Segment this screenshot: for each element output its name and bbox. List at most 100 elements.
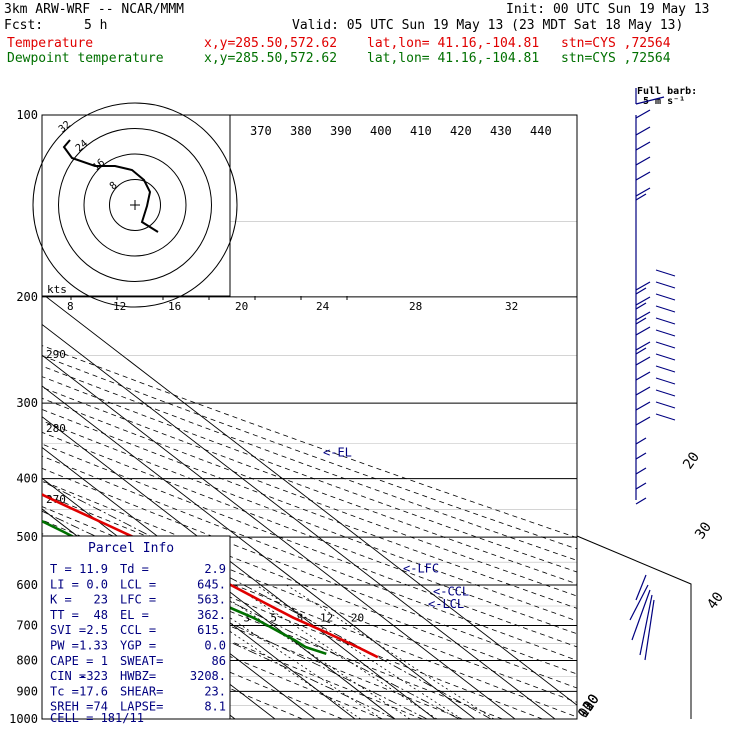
wind-barb xyxy=(655,281,676,289)
parcel-info-value: 3208. xyxy=(190,669,226,683)
dry-adiabat-line xyxy=(42,376,577,573)
wind-barb xyxy=(635,467,647,475)
init-time: Init: 00 UTC Sun 19 May 13 xyxy=(506,2,710,17)
parcel-info-value: 1.33 xyxy=(79,639,108,653)
parcel-info-key: CAPE = xyxy=(50,654,93,668)
parcel-info-value: 645. xyxy=(197,577,226,591)
wind-barb xyxy=(629,584,649,621)
wind-barb xyxy=(644,599,655,661)
mixing-ratio-label: 5 xyxy=(270,611,277,624)
isotherm-line xyxy=(42,354,516,719)
parcel-info-value: 86 xyxy=(212,654,226,668)
dry-adiabat-line xyxy=(42,591,343,719)
parcel-info-value: 362. xyxy=(197,608,226,622)
theta-label-left: 290 xyxy=(46,348,66,361)
forecast-label: Fcst: xyxy=(4,18,44,33)
theta-label-top: 410 xyxy=(410,124,432,138)
parcel-info-key: SHEAR= xyxy=(120,684,163,698)
dry-adiabat-line xyxy=(42,443,577,648)
hodograph-axis-label: kts xyxy=(47,283,67,296)
theta-label-top: 400 xyxy=(370,124,392,138)
wind-barb xyxy=(655,365,676,373)
isotherm-line xyxy=(42,385,476,719)
wind-barb xyxy=(655,293,676,301)
parcel-info-key: SVI = xyxy=(50,623,86,637)
temperature-legend: Temperature xyxy=(7,36,94,51)
parcel-info-key: TT = xyxy=(50,608,79,622)
parcel-info-key: K = xyxy=(50,593,72,607)
parcel-info-key: EL = xyxy=(120,608,149,622)
parcel-info-value: 11.9 xyxy=(79,562,108,576)
parcel-info-key: LCL = xyxy=(120,577,156,591)
parcel-info-key: HWBZ= xyxy=(120,669,156,683)
parcel-info-value: 48 xyxy=(94,608,108,622)
wind-barb xyxy=(635,371,651,381)
speed-tick-label: 8 xyxy=(67,300,74,313)
parcel-info-key: Td = xyxy=(120,562,149,576)
lower-frame-line xyxy=(576,535,692,719)
wind-barb xyxy=(635,482,647,490)
wind-barb xyxy=(635,281,651,291)
dry-adiabat-line xyxy=(42,533,503,719)
speed-tick-label: 16 xyxy=(168,300,181,313)
wind-barb xyxy=(635,574,647,601)
pressure-tick-label: 500 xyxy=(16,530,38,544)
wind-barb xyxy=(635,341,651,351)
theta-label-top: 430 xyxy=(490,124,512,138)
parcel-info-value: 1 xyxy=(101,654,108,668)
pressure-tick-label: 400 xyxy=(16,472,38,486)
parcel-level-annotation: <-EL xyxy=(323,445,352,459)
parcel-info-value: 23. xyxy=(204,684,226,698)
wind-barb xyxy=(635,356,651,366)
parcel-level-annotation: <-CCL xyxy=(433,584,469,598)
parcel-info-key: PW = xyxy=(50,639,79,653)
dry-adiabat-line xyxy=(42,576,383,719)
dry-adiabat-line xyxy=(42,519,543,719)
parcel-info-key: LAPSE= xyxy=(120,700,163,714)
wind-barb xyxy=(655,413,676,421)
parcel-level-annotation: <-LFC xyxy=(403,561,439,575)
isotherm-label-right: 30 xyxy=(692,519,715,542)
wind-barb xyxy=(635,187,651,197)
theta-label-top: 370 xyxy=(250,124,272,138)
wind-barb xyxy=(635,326,651,336)
dewpoint-xy: x,y=285.50,572.62 xyxy=(204,51,338,66)
isotherm-line xyxy=(42,293,577,706)
dry-adiabat-line xyxy=(42,431,577,635)
mixing-ratio-label: 8 xyxy=(296,611,303,624)
parcel-info-value: 615. xyxy=(197,623,226,637)
mixing-ratio-label: 20 xyxy=(351,611,364,624)
speed-tick-label: 20 xyxy=(235,300,248,313)
mixing-ratio-line xyxy=(207,584,411,719)
moist-adiabat-line xyxy=(42,557,396,719)
hodograph-trace xyxy=(62,139,159,233)
wind-barb xyxy=(635,156,651,166)
parcel-info-value: 2.9 xyxy=(204,562,226,576)
wind-barb xyxy=(631,589,651,641)
temperature-profile xyxy=(42,493,379,659)
parcel-info-key: SREH = xyxy=(50,700,93,714)
temperature-station: stn=CYS ,72564 xyxy=(561,36,671,51)
temperature-latlon: lat,lon= 41.16,-104.81 xyxy=(367,36,540,51)
parcel-info-key: LFC = xyxy=(120,593,156,607)
pressure-tick-label: 200 xyxy=(16,290,38,304)
dry-adiabat-line xyxy=(42,467,577,675)
wind-barb xyxy=(639,594,653,656)
parcel-info-key: CIN = xyxy=(50,669,86,683)
wind-barb xyxy=(655,305,676,313)
parcel-info-value: -323 xyxy=(79,669,108,683)
dewpoint-station: stn=CYS ,72564 xyxy=(561,51,671,66)
model-title: 3km ARW-WRF -- NCAR/MMM xyxy=(4,2,185,17)
theta-label-top: 380 xyxy=(290,124,312,138)
dewpoint-profile xyxy=(42,519,327,656)
wind-barb xyxy=(655,329,676,337)
parcel-info-value: 563. xyxy=(197,593,226,607)
theta-label-top: 420 xyxy=(450,124,472,138)
pressure-tick-label: 1000 xyxy=(9,712,38,726)
wind-barb xyxy=(635,287,647,295)
wind-barb xyxy=(655,401,676,409)
mixing-ratio-label: 12 xyxy=(320,611,333,624)
speed-tick-label: 12 xyxy=(113,300,126,313)
pressure-tick-label: 100 xyxy=(16,108,38,122)
